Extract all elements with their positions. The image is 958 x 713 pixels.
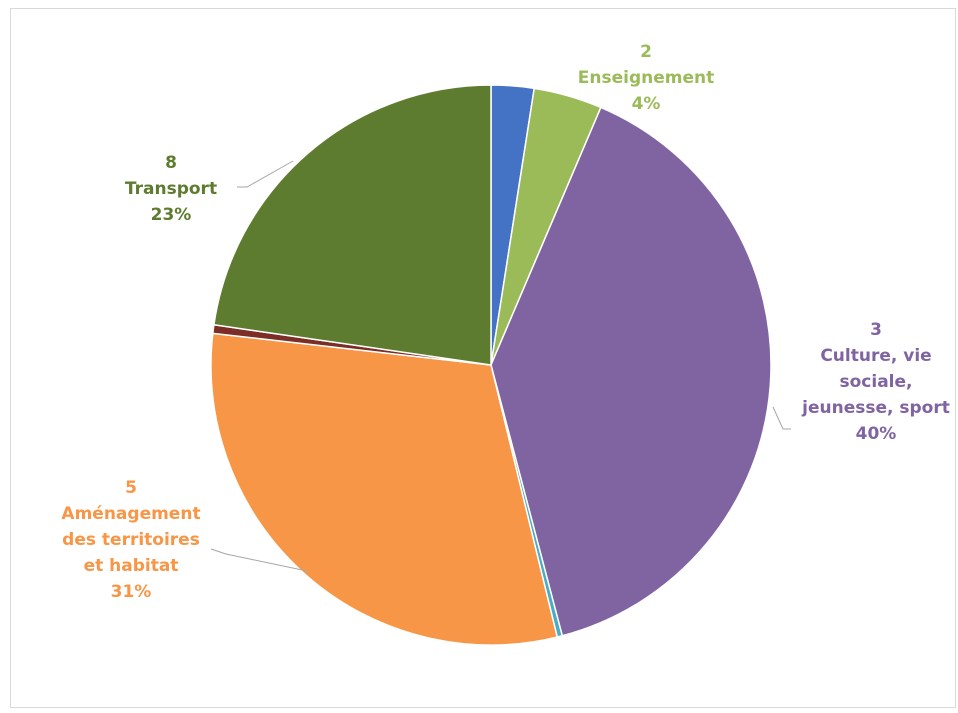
data-label-line: 31% [111, 582, 152, 602]
data-label-line: 40% [856, 424, 897, 444]
leader-line [237, 160, 294, 188]
data-label: 8 Transport 23% [125, 153, 217, 225]
data-label-line: Transport [125, 179, 217, 199]
pie-slice [490, 106, 772, 637]
leader-line [772, 406, 791, 430]
data-label-line: 4% [632, 94, 661, 114]
data-label-line: 23% [151, 205, 192, 225]
data-label: 2 Enseignement 4% [578, 42, 714, 114]
data-label-line: Aménagement [61, 504, 200, 524]
pie-slice [213, 84, 492, 366]
chart-frame: 2 Enseignement 4% 3 Culture, vie sociale, jeun… [10, 8, 956, 708]
leader-line [210, 548, 308, 572]
data-label-line: et habitat [84, 556, 179, 576]
data-label-line: Enseignement [578, 68, 714, 88]
data-label-line: 8 [165, 153, 177, 173]
data-labels: 2 Enseignement 4% 3 Culture, vie sociale, jeun… [61, 42, 949, 602]
data-label-line: 2 [640, 42, 652, 62]
data-label-line: sociale, [840, 372, 913, 392]
pie-chart: 2 Enseignement 4% 3 Culture, vie sociale, jeun… [61, 42, 950, 646]
data-label: 3 Culture, vie sociale, jeunesse, sport 40% [801, 320, 950, 444]
data-label: 5 Aménagement des territoires et habitat 31% [61, 478, 200, 602]
data-label-line: jeunesse, sport [801, 398, 950, 418]
pie-slice [210, 332, 559, 646]
data-label-line: 3 [870, 320, 882, 340]
leader-lines [210, 160, 791, 572]
data-label-line: des territoires [62, 530, 200, 550]
data-label-line: 5 [125, 478, 137, 498]
pie-slices [210, 84, 772, 646]
data-label-line: Culture, vie [820, 346, 931, 366]
